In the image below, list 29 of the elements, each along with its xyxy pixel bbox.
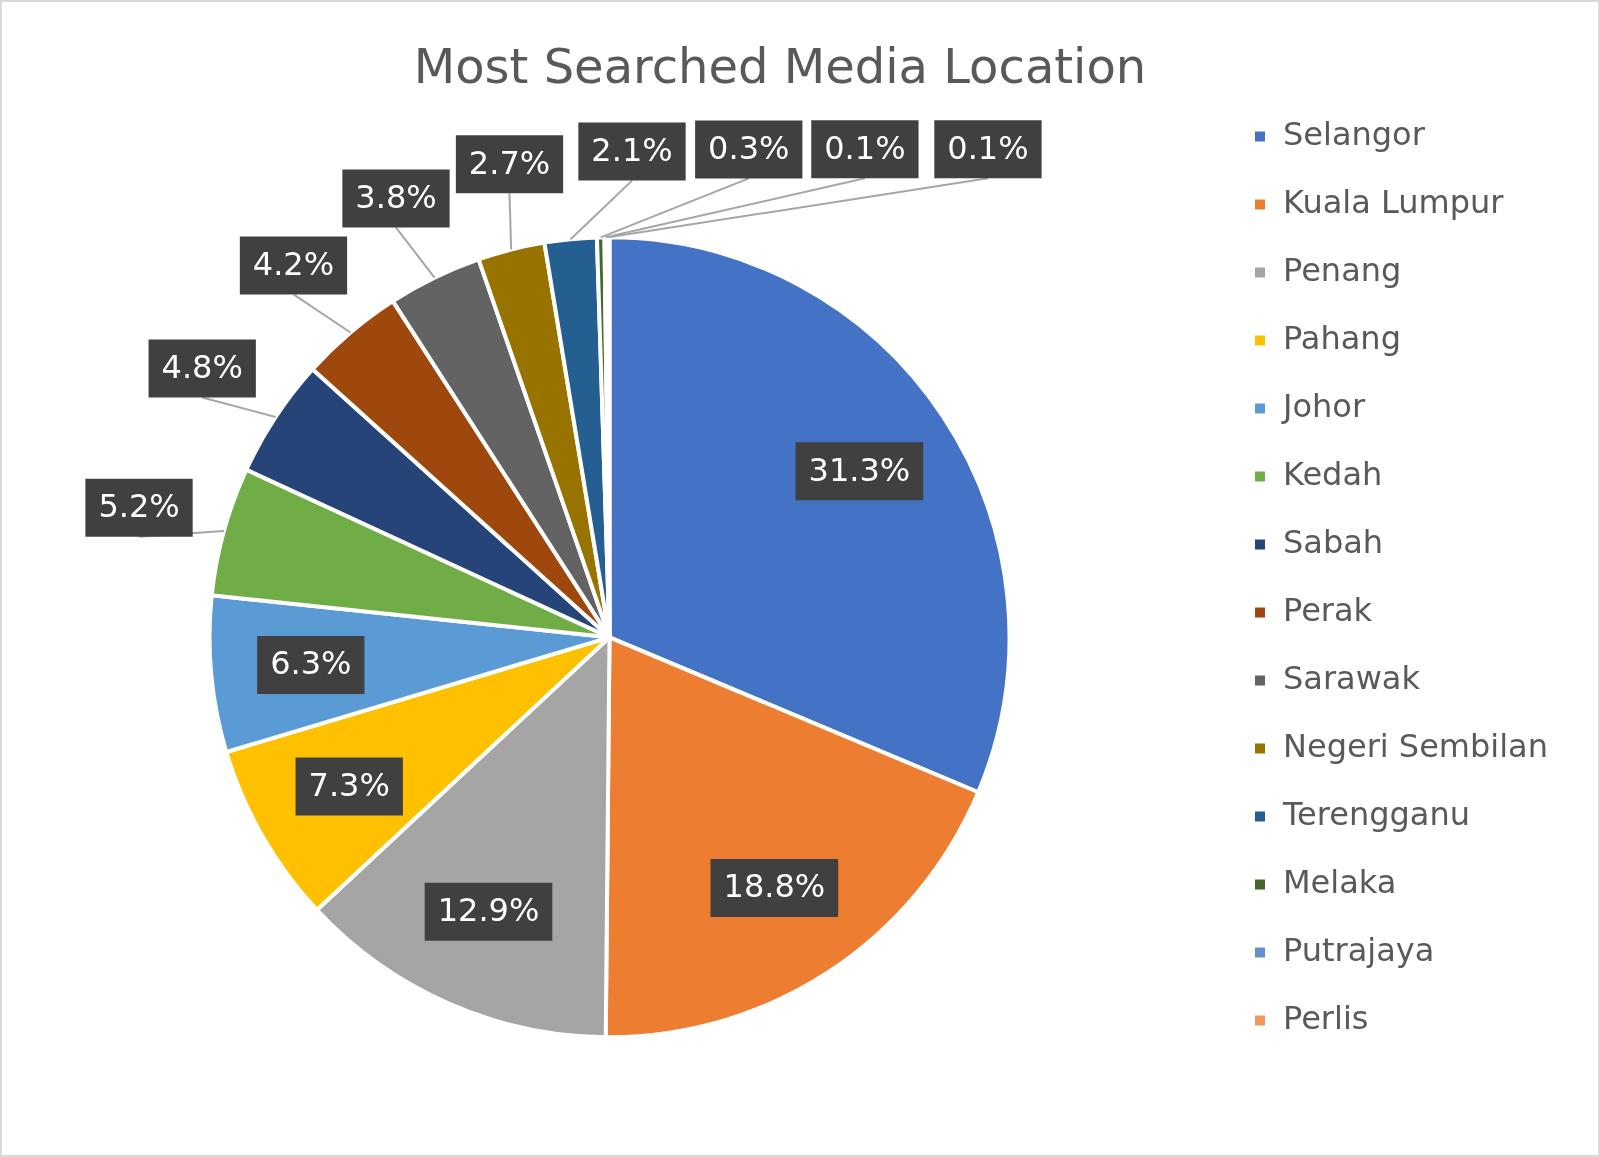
data-label: 0.1% [947, 128, 1029, 167]
legend-label: Kuala Lumpur [1283, 182, 1505, 221]
legend-label: Putrajaya [1283, 930, 1435, 969]
data-label: 0.1% [824, 128, 906, 167]
data-label: 0.3% [708, 128, 790, 167]
legend-label: Kedah [1283, 454, 1383, 493]
data-label: 3.8% [355, 177, 437, 216]
data-label: 7.3% [308, 765, 390, 804]
data-label: 4.8% [161, 347, 243, 386]
chart-title: Most Searched Media Location [413, 38, 1147, 95]
legend-label: Sarawak [1283, 658, 1421, 697]
legend-label: Melaka [1283, 862, 1397, 901]
legend-label: Penang [1283, 250, 1402, 289]
data-label: 2.1% [591, 130, 673, 169]
legend-label: Johor [1281, 386, 1366, 425]
legend-label: Sabah [1283, 522, 1384, 561]
data-label: 2.7% [468, 143, 551, 182]
data-label: 31.3% [808, 450, 911, 489]
data-label: 18.8% [723, 867, 826, 906]
legend-label: Pahang [1283, 318, 1401, 357]
legend-label: Negeri Sembilan [1283, 726, 1548, 765]
data-label: 5.2% [98, 486, 180, 525]
legend-label: Perak [1283, 590, 1373, 629]
data-label: 12.9% [437, 891, 540, 930]
legend-label: Perlis [1283, 998, 1369, 1037]
legend-label: Selangor [1283, 114, 1426, 153]
data-label: 4.2% [252, 244, 335, 283]
data-label: 6.3% [270, 644, 352, 683]
legend-label: Terengganu [1282, 794, 1471, 833]
